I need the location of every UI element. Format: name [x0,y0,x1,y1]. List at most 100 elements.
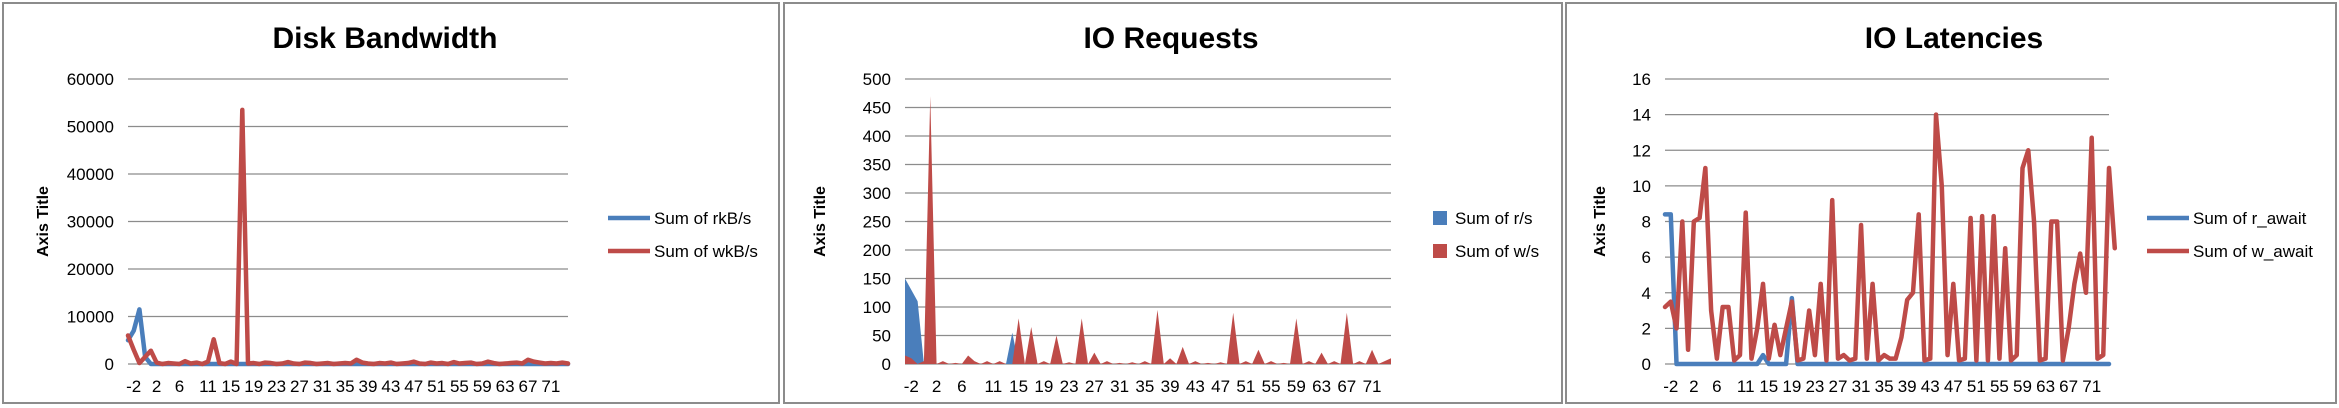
y-axis-title: Axis Title [812,186,829,257]
y-tick-label: 400 [863,127,891,146]
y-tick-label: 8 [1642,213,1651,232]
x-tick-label: 35 [1135,377,1154,396]
x-tick-label: 31 [313,377,332,396]
x-tick-label: 19 [244,377,263,396]
x-tick-label: 27 [290,377,309,396]
disk-bandwidth-chart-panel: Disk Bandwidth Axis Title 0 10000 20000 30000… [2,2,780,404]
x-tick-label: 51 [427,377,446,396]
x-tick-label: 27 [1829,377,1848,396]
y-tick-label: 10 [1632,177,1651,196]
x-tick-label: 23 [1805,377,1824,396]
y-tick-label: 20000 [67,260,114,279]
x-tick-label: -2 [1663,377,1678,396]
y-tick-label: 300 [863,184,891,203]
series-line-writes [1662,112,2118,363]
y-tick-label: 450 [863,99,891,118]
y-tick-label: 200 [863,241,891,260]
y-tick-label: 0 [1642,355,1651,374]
x-tick-label: 67 [1337,377,1356,396]
x-tick-label: 63 [496,377,515,396]
x-tick-label: 19 [1782,377,1801,396]
y-tick-label: 50 [872,327,891,346]
chart-title: IO Latencies [1865,22,2043,55]
x-tick-label: 6 [1712,377,1721,396]
x-tick-label: 31 [1852,377,1871,396]
disk-bandwidth-chart: Disk Bandwidth Axis Title 0 10000 20000 30000… [35,22,758,396]
y-axis-title: Axis Title [35,186,52,257]
x-tick-label: 63 [2036,377,2055,396]
x-tick-label: 59 [2013,377,2032,396]
legend-label: Sum of w/s [1455,242,1539,261]
x-tick-label: 55 [1990,377,2009,396]
x-tick-label: 51 [1967,377,1986,396]
y-tick-label: 30000 [67,213,114,232]
legend-label: Sum of w_await [2193,242,2313,261]
x-tick-label: 23 [1060,377,1079,396]
x-tick-label: 55 [450,377,469,396]
x-tick-label: 6 [957,377,966,396]
x-tick-label: 43 [381,377,400,396]
y-tick-label: 16 [1632,70,1651,89]
legend-label: Sum of wkB/s [654,242,758,261]
x-tick-label: 19 [1034,377,1053,396]
series-line-writes [125,107,571,367]
x-tick-label: 47 [1944,377,1963,396]
x-tick-label: 11 [199,377,217,396]
y-tick-label: 12 [1632,141,1651,160]
x-tick-label: 39 [1898,377,1917,396]
x-tick-label: 15 [221,377,240,396]
x-tick-label: 27 [1085,377,1104,396]
x-tick-label: 15 [1759,377,1778,396]
y-tick-label: 6 [1642,248,1651,267]
y-tick-label: 250 [863,213,891,232]
y-tick-label: 150 [863,270,891,289]
x-tick-label: 11 [1737,377,1755,396]
y-axis-title: Axis Title [1592,186,1609,257]
chart-title: Disk Bandwidth [272,22,497,55]
legend-label: Sum of r/s [1455,209,1532,228]
y-tick-label: 60000 [67,70,114,89]
x-tick-label: 63 [1312,377,1331,396]
x-tick-label: 43 [1186,377,1205,396]
x-tick-label: -2 [126,377,141,396]
x-tick-label: 2 [932,377,941,396]
x-tick-label: 2 [1689,377,1698,396]
x-tick-label: 43 [1921,377,1940,396]
x-tick-label: 47 [404,377,423,396]
x-tick-label: 59 [1287,377,1306,396]
x-tick-label: 67 [519,377,538,396]
y-tick-label: 0 [105,355,114,374]
x-tick-label: 71 [2082,377,2101,396]
legend-swatch [1433,211,1447,225]
x-tick-label: 2 [152,377,161,396]
y-tick-label: 350 [863,156,891,175]
y-tick-label: 100 [863,298,891,317]
x-tick-label: 31 [1110,377,1129,396]
y-tick-label: 2 [1642,319,1651,338]
x-tick-label: 11 [985,377,1003,396]
x-tick-label: 67 [2059,377,2078,396]
series-line-reads [125,307,571,367]
x-tick-label: 15 [1009,377,1028,396]
y-tick-label: 500 [863,70,891,89]
legend-swatch [1433,244,1447,258]
y-tick-label: 14 [1632,106,1651,125]
x-tick-label: -2 [904,377,919,396]
legend-label: Sum of r_await [2193,209,2307,228]
x-tick-label: 35 [336,377,355,396]
y-tick-label: 40000 [67,165,114,184]
x-tick-label: 51 [1236,377,1255,396]
x-tick-label: 71 [1363,377,1382,396]
x-tick-label: 39 [359,377,378,396]
io-requests-chart-panel: IO Requests Axis Title 0 50 100 150 200 250 300 3… [783,2,1563,404]
x-tick-label: 47 [1211,377,1230,396]
y-tick-label: 0 [882,355,891,374]
x-tick-label: 39 [1161,377,1180,396]
series-area-reads [905,278,1391,364]
series-line-reads [1662,212,2112,367]
chart-title: IO Requests [1083,22,1258,55]
x-tick-label: 55 [1262,377,1281,396]
x-tick-label: 23 [267,377,286,396]
x-tick-label: 35 [1875,377,1894,396]
